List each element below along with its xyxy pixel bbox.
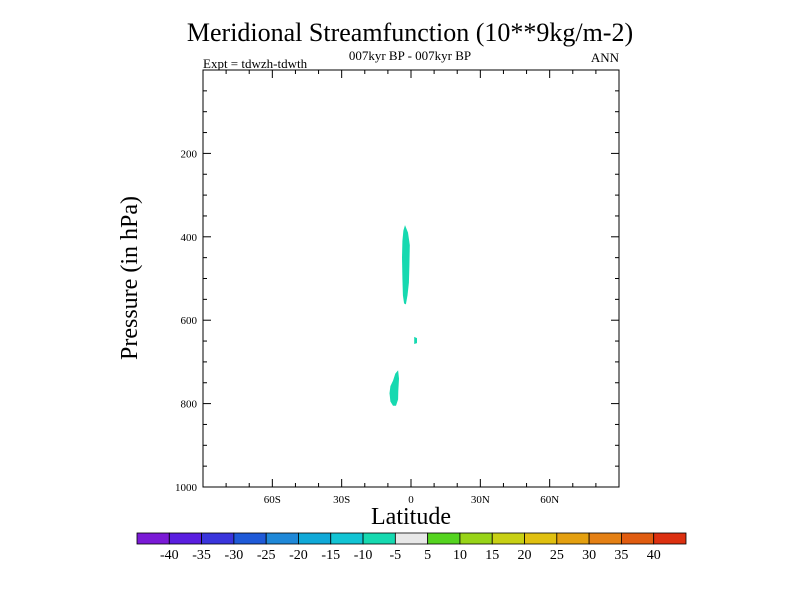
- colorbar: -40 -35 -30 -25 -20 -15 -10 -5 5 10 15 20 25 30 35 40: [136, 532, 687, 563]
- colorbar-box: [459, 532, 493, 545]
- chart-subtitle-center: 007kyr BP - 007kyr BP: [349, 48, 471, 63]
- colorbar-label: -40: [160, 548, 179, 563]
- colorbar-label: 30: [582, 548, 596, 563]
- colorbar-box: [362, 532, 396, 545]
- y-tick-label: 600: [181, 315, 198, 327]
- colorbar-label: -5: [390, 548, 402, 563]
- contour-region-2: [389, 370, 399, 406]
- chart-subtitle-left: Expt = tdwzh-tdwth: [203, 56, 308, 71]
- colorbar-label: 25: [550, 548, 564, 563]
- colorbar-box: [653, 532, 687, 545]
- chart-subtitle-right: ANN: [591, 50, 620, 65]
- chart-title: Meridional Streamfunction (10**9kg/m-2): [187, 18, 633, 47]
- colorbar-box: [298, 532, 332, 545]
- colorbar-box: [201, 532, 235, 545]
- x-axis-ticks: 60S 30S 0 30N 60N: [225, 70, 597, 506]
- x-tick-label: 60S: [264, 494, 281, 506]
- y-axis-label: Pressure (in hPa): [117, 196, 143, 360]
- colorbar-label: 20: [518, 548, 532, 563]
- colorbar-label: -35: [192, 548, 211, 563]
- x-axis-label: Latitude: [371, 504, 451, 530]
- colorbar-box: [621, 532, 655, 545]
- colorbar-box: [330, 532, 364, 545]
- x-tick-label: 30N: [471, 494, 490, 506]
- colorbar-box: [394, 532, 429, 545]
- colorbar-label: 5: [424, 548, 431, 563]
- colorbar-box: [524, 532, 558, 545]
- colorbar-label: 15: [485, 548, 499, 563]
- colorbar-label: -25: [257, 548, 276, 563]
- colorbar-label: -20: [289, 548, 308, 563]
- colorbar-label: -10: [354, 548, 373, 563]
- y-tick-label: 800: [181, 399, 198, 411]
- colorbar-label: 10: [453, 548, 467, 563]
- colorbar-box: [556, 532, 590, 545]
- colorbar-box: [136, 532, 170, 545]
- plot-frame: [202, 69, 620, 488]
- colorbar-box: [491, 532, 525, 545]
- x-tick-label: 30S: [333, 494, 350, 506]
- y-tick-label: 200: [181, 148, 198, 160]
- contour-regions: [389, 225, 417, 406]
- y-tick-label: 1000: [175, 482, 198, 494]
- colorbar-label: 40: [647, 548, 661, 563]
- colorbar-box: [168, 532, 202, 545]
- colorbar-box: [265, 532, 299, 545]
- x-tick-label: 0: [408, 494, 414, 506]
- y-tick-label: 400: [181, 232, 198, 244]
- contour-region-1: [402, 225, 410, 305]
- contour-region-3: [414, 336, 417, 344]
- colorbar-box: [427, 532, 461, 545]
- colorbar-label: 35: [614, 548, 628, 563]
- colorbar-label: -15: [321, 548, 340, 563]
- colorbar-label: -30: [225, 548, 244, 563]
- y-axis-ticks: 200 400 600 800 1000: [175, 90, 619, 494]
- x-tick-label: 60N: [540, 494, 559, 506]
- colorbar-box: [233, 532, 267, 545]
- colorbar-box: [588, 532, 622, 545]
